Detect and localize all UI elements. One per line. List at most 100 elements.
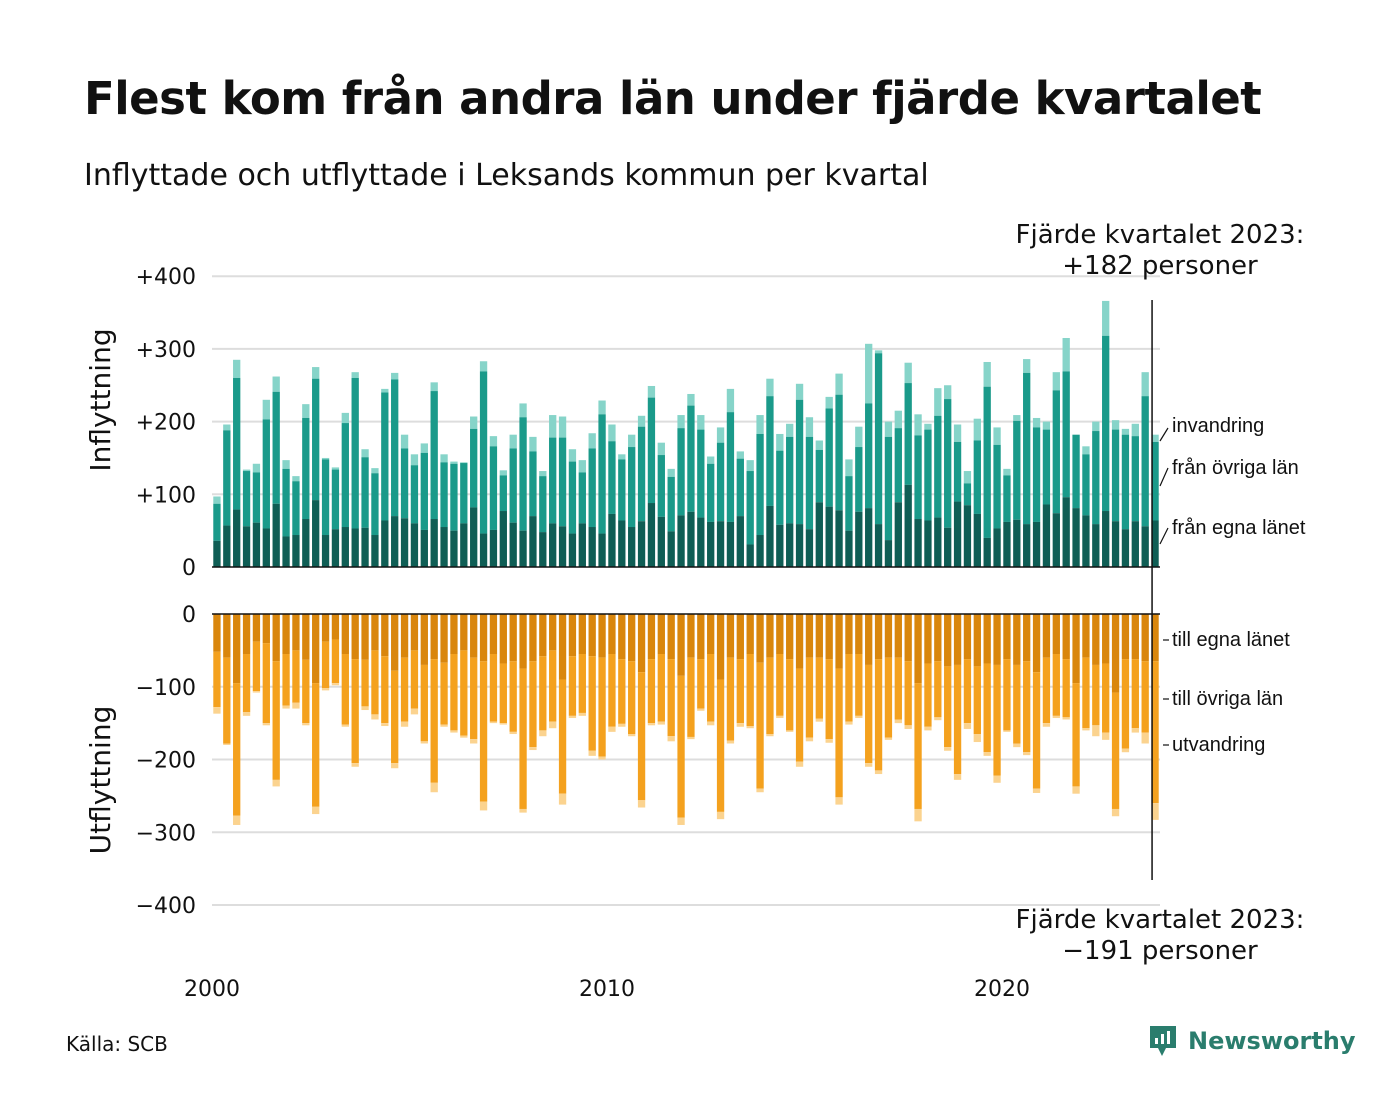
bar-till-egna-lanet xyxy=(1003,614,1011,660)
bar-invandring xyxy=(1013,415,1021,421)
bar-invandring xyxy=(400,434,409,449)
bar-fran-ovriga-lan xyxy=(825,408,833,507)
bar-invandring xyxy=(410,454,419,466)
bar-till-ovriga-lan xyxy=(855,654,863,716)
bar-till-egna-lanet xyxy=(272,614,280,662)
bar-till-ovriga-lan xyxy=(608,654,616,727)
bar-fran-egna-lanet xyxy=(351,528,359,567)
bar-till-ovriga-lan xyxy=(242,654,251,713)
bar-utvandring xyxy=(312,806,320,815)
bar-fran-ovriga-lan xyxy=(361,457,369,528)
bar-fran-egna-lanet xyxy=(1141,526,1149,567)
bar-till-egna-lanet xyxy=(618,614,626,660)
bar-till-ovriga-lan xyxy=(252,641,261,692)
bar-fran-ovriga-lan xyxy=(934,415,942,518)
bar-till-ovriga-lan xyxy=(1141,661,1149,733)
bar-utvandring xyxy=(1042,723,1051,727)
bar-till-egna-lanet xyxy=(1092,614,1100,665)
bar-fran-egna-lanet xyxy=(312,500,320,567)
bar-till-ovriga-lan xyxy=(716,679,725,812)
bar-utvandring xyxy=(321,688,330,691)
bar-utvandring xyxy=(1111,808,1120,817)
bar-till-egna-lanet xyxy=(628,614,636,662)
bar-fran-ovriga-lan xyxy=(805,436,814,530)
bar-invandring xyxy=(914,414,922,436)
bar-fran-egna-lanet xyxy=(223,525,231,567)
bar-till-egna-lanet xyxy=(647,614,656,660)
bar-invandring xyxy=(252,463,261,473)
bar-invandring xyxy=(371,468,379,474)
bar-fran-egna-lanet xyxy=(825,506,833,567)
bar-till-ovriga-lan xyxy=(628,661,636,735)
bar-till-ovriga-lan xyxy=(845,654,853,722)
bar-fran-egna-lanet xyxy=(716,521,725,567)
bar-till-ovriga-lan xyxy=(894,657,902,720)
bar-fran-ovriga-lan xyxy=(1032,427,1041,522)
bar-till-egna-lanet xyxy=(430,614,438,660)
chart-labels: 0 +100 +200 +300 +400 0 −100 −200 −300 −400 2000 20… xyxy=(84,220,1306,1002)
bar-till-ovriga-lan xyxy=(568,656,577,716)
bar-fran-ovriga-lan xyxy=(292,481,300,536)
bar-till-ovriga-lan xyxy=(371,650,379,715)
bar-invandring xyxy=(529,436,537,452)
bar-till-egna-lanet xyxy=(865,614,873,665)
bar-fran-egna-lanet xyxy=(1111,521,1120,567)
bar-till-egna-lanet xyxy=(795,614,804,669)
bar-utvandring xyxy=(894,719,902,724)
bar-fran-ovriga-lan xyxy=(223,430,231,526)
bar-till-egna-lanet xyxy=(993,614,1001,665)
x-tick-label: 2020 xyxy=(974,977,1030,1002)
bar-fran-ovriga-lan xyxy=(953,441,962,502)
bar-invandring xyxy=(657,442,665,456)
bar-fran-ovriga-lan xyxy=(489,446,498,530)
bar-fran-egna-lanet xyxy=(1032,521,1041,567)
bar-invandring xyxy=(1092,421,1100,432)
series-label-in: från egna länet xyxy=(1172,517,1306,539)
brand-logo[interactable]: Newsworthy xyxy=(1148,1024,1356,1058)
bar-till-egna-lanet xyxy=(519,614,527,669)
bar-till-ovriga-lan xyxy=(618,659,626,724)
bar-till-egna-lanet xyxy=(292,614,300,651)
bar-till-ovriga-lan xyxy=(1052,654,1060,716)
bar-till-ovriga-lan xyxy=(213,651,221,708)
bar-invandring xyxy=(874,350,883,354)
bar-till-ovriga-lan xyxy=(223,657,231,744)
bar-fran-ovriga-lan xyxy=(1151,441,1159,521)
bar-till-ovriga-lan xyxy=(331,639,340,684)
bar-invandring xyxy=(608,424,616,442)
bar-fran-ovriga-lan xyxy=(282,468,290,537)
bar-invandring xyxy=(1003,468,1011,476)
bar-till-egna-lanet xyxy=(598,614,606,658)
bar-utvandring xyxy=(716,811,725,820)
bar-till-egna-lanet xyxy=(608,614,616,655)
bar-fran-ovriga-lan xyxy=(1141,396,1149,527)
bar-fran-egna-lanet xyxy=(1082,515,1090,567)
bar-till-ovriga-lan xyxy=(667,659,675,737)
bar-utvandring xyxy=(687,736,695,740)
bar-till-egna-lanet xyxy=(835,614,843,669)
bar-till-egna-lanet xyxy=(391,614,399,671)
bar-fran-ovriga-lan xyxy=(697,429,705,518)
bar-utvandring xyxy=(529,747,537,751)
bar-invandring xyxy=(519,403,527,418)
bar-fran-ovriga-lan xyxy=(331,469,340,530)
bar-till-egna-lanet xyxy=(667,614,675,660)
bar-till-ovriga-lan xyxy=(1131,659,1139,729)
bar-fran-ovriga-lan xyxy=(509,448,517,523)
bar-fran-egna-lanet xyxy=(677,515,685,567)
bar-fran-egna-lanet xyxy=(983,537,991,567)
bar-till-ovriga-lan xyxy=(835,668,843,798)
bar-invandring xyxy=(845,459,853,477)
outflow-bars xyxy=(213,614,1159,825)
bar-utvandring xyxy=(845,721,853,725)
bar-till-egna-lanet xyxy=(687,614,695,658)
bar-fran-ovriga-lan xyxy=(351,377,359,529)
bar-fran-ovriga-lan xyxy=(529,451,537,517)
bar-till-ovriga-lan xyxy=(1092,664,1100,726)
bar-invandring xyxy=(726,388,735,413)
bar-till-egna-lanet xyxy=(361,614,369,660)
bar-fran-ovriga-lan xyxy=(312,378,320,501)
bar-invandring xyxy=(1023,359,1031,373)
bar-fran-egna-lanet xyxy=(420,529,428,567)
bar-utvandring xyxy=(1141,732,1149,744)
